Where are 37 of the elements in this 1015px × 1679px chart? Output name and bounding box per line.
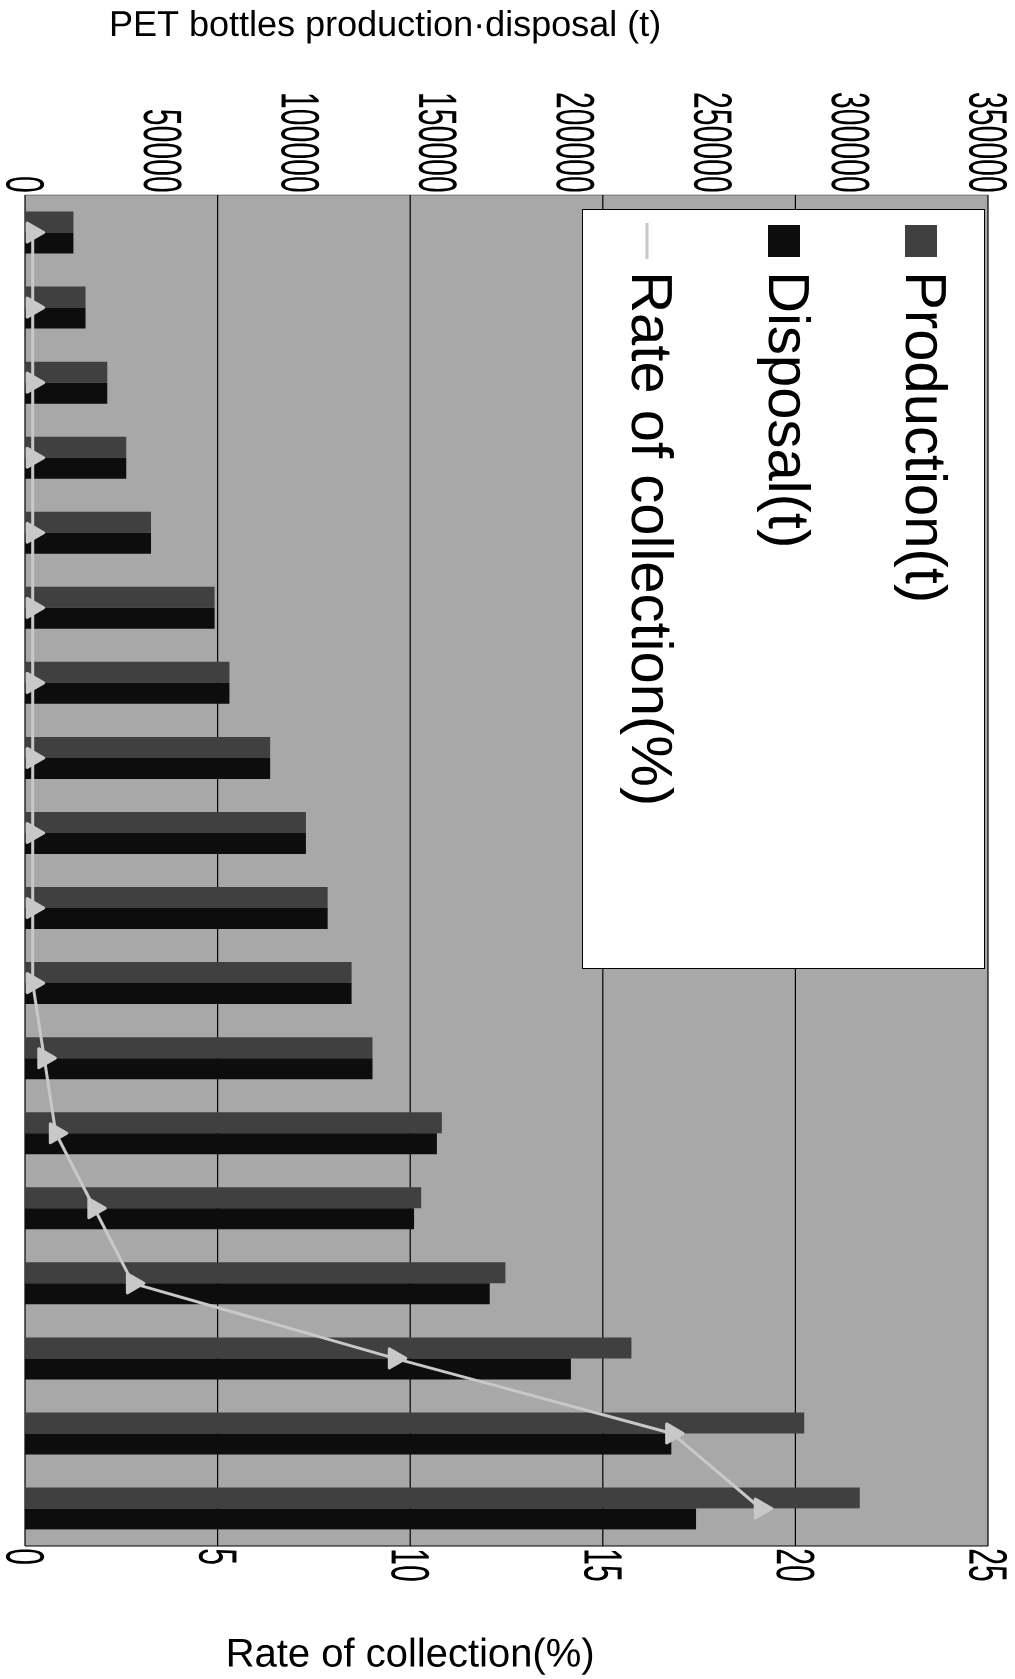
point [48, 1122, 69, 1145]
x2-tick-label: 250000 [693, 93, 732, 192]
legend-label: Disposal(t) [756, 275, 812, 545]
point [25, 671, 46, 694]
x-tick-label: 10 [391, 1550, 430, 1581]
point [387, 1347, 408, 1370]
point [25, 521, 46, 544]
x2-tick-label: 350000 [968, 93, 1008, 192]
point [37, 1047, 57, 1070]
point [665, 1422, 685, 1445]
x-tick-label: 5 [198, 1549, 237, 1564]
legend-label: Rate of collection(%) [619, 275, 675, 803]
legend-label: Production(t) [893, 275, 949, 600]
point [25, 371, 46, 394]
point [25, 446, 46, 469]
point [87, 1197, 107, 1220]
x-tick-label: 20 [776, 1549, 815, 1581]
x-axis-title: Rate of collection(%) [228, 1637, 593, 1675]
x-tick-label: 15 [583, 1550, 622, 1581]
point [25, 746, 46, 769]
x2-tick-label: 300000 [831, 93, 870, 192]
x2-tick-label: 150000 [418, 94, 457, 192]
x2-tick-label: 0 [5, 177, 45, 192]
x2-tick-label: 200000 [556, 93, 595, 192]
point [25, 596, 46, 619]
x-tick-label: 25 [968, 1549, 1008, 1581]
x2-tick-label: 50000 [143, 109, 182, 192]
point [753, 1497, 774, 1520]
point [25, 821, 46, 845]
point [125, 1272, 146, 1295]
point [25, 221, 46, 244]
x2-axis-title: PET bottles production·disposal (t) [111, 9, 659, 44]
x2-tick-label: 100000 [281, 94, 320, 192]
point [25, 296, 46, 319]
point [25, 897, 46, 920]
point [25, 972, 46, 995]
x-tick-label: 0 [5, 1549, 45, 1564]
